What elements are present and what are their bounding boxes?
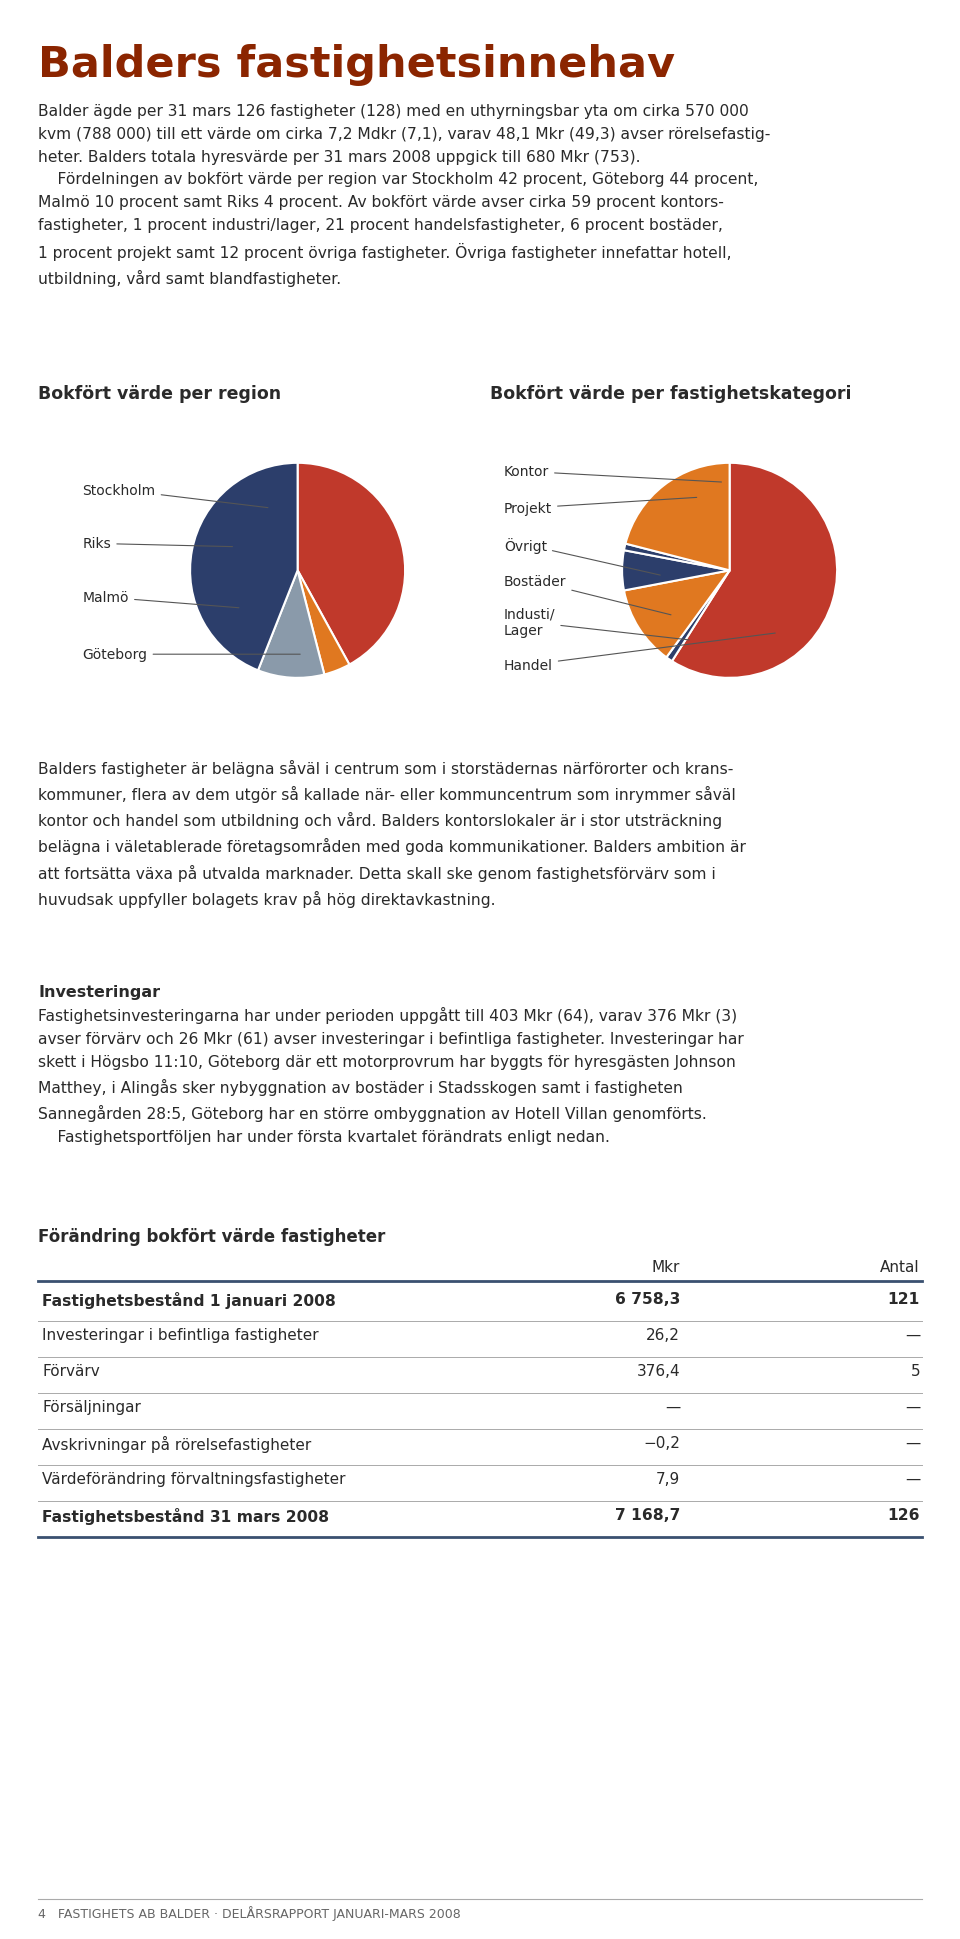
Text: —: — <box>904 1328 920 1342</box>
Text: Stockholm: Stockholm <box>83 483 268 508</box>
Wedge shape <box>190 463 298 671</box>
Text: Investeringar: Investeringar <box>38 985 160 999</box>
Wedge shape <box>672 463 837 679</box>
Text: Balder ägde per 31 mars 126 fastigheter (128) med en uthyrningsbar yta om cirka : Balder ägde per 31 mars 126 fastigheter … <box>38 105 770 287</box>
Text: Balders fastighetsinnehav: Balders fastighetsinnehav <box>38 45 675 85</box>
Text: Investeringar i befintliga fastigheter: Investeringar i befintliga fastigheter <box>42 1328 319 1342</box>
Text: Fastighetsbestånd 1 januari 2008: Fastighetsbestånd 1 januari 2008 <box>42 1291 336 1309</box>
Text: Försäljningar: Försäljningar <box>42 1400 141 1414</box>
Text: Projekt: Projekt <box>504 498 697 516</box>
Text: 6 758,3: 6 758,3 <box>614 1291 680 1307</box>
Text: Göteborg: Göteborg <box>83 648 300 661</box>
Text: Malmö: Malmö <box>83 591 239 609</box>
Text: Bokfört värde per fastighetskategori: Bokfört värde per fastighetskategori <box>490 384 852 403</box>
Text: Bokfört värde per region: Bokfört värde per region <box>38 384 281 403</box>
Wedge shape <box>622 551 730 591</box>
Text: 126: 126 <box>887 1507 920 1522</box>
Text: Balders fastigheter är belägna såväl i centrum som i storstädernas närförorter o: Balders fastigheter är belägna såväl i c… <box>38 760 746 907</box>
Text: Handel: Handel <box>504 634 776 673</box>
Text: 7 168,7: 7 168,7 <box>614 1507 680 1522</box>
Text: —: — <box>904 1435 920 1450</box>
Text: Industi/
Lager: Industi/ Lager <box>504 607 689 640</box>
Text: Förändring bokfört värde fastigheter: Förändring bokfört värde fastigheter <box>38 1227 385 1245</box>
Text: Fastighetsinvesteringarna har under perioden uppgått till 403 Mkr (64), varav 37: Fastighetsinvesteringarna har under peri… <box>38 1006 744 1144</box>
Text: 121: 121 <box>888 1291 920 1307</box>
Text: Kontor: Kontor <box>504 465 722 483</box>
Wedge shape <box>624 572 730 657</box>
Text: Avskrivningar på rörelsefastigheter: Avskrivningar på rörelsefastigheter <box>42 1435 311 1452</box>
Text: Värdeförändring förvaltningsfastigheter: Värdeförändring förvaltningsfastigheter <box>42 1472 346 1485</box>
Text: 5: 5 <box>910 1363 920 1379</box>
Wedge shape <box>298 572 349 675</box>
Wedge shape <box>624 545 730 572</box>
Wedge shape <box>626 463 730 572</box>
Wedge shape <box>298 463 405 665</box>
Text: 26,2: 26,2 <box>646 1328 680 1342</box>
Wedge shape <box>666 572 730 661</box>
Text: —: — <box>904 1400 920 1414</box>
Text: Mkr: Mkr <box>652 1258 680 1274</box>
Text: —: — <box>664 1400 680 1414</box>
Wedge shape <box>258 572 324 679</box>
Text: Förvärv: Förvärv <box>42 1363 100 1379</box>
Text: 376,4: 376,4 <box>636 1363 680 1379</box>
Text: Övrigt: Övrigt <box>504 537 660 576</box>
Text: Riks: Riks <box>83 537 232 551</box>
Text: 4   FASTIGHETS AB BALDER · DELÅRSRAPPORT JANUARI-MARS 2008: 4 FASTIGHETS AB BALDER · DELÅRSRAPPORT J… <box>38 1904 461 1920</box>
Text: —: — <box>904 1472 920 1485</box>
Text: −0,2: −0,2 <box>643 1435 680 1450</box>
Text: Bostäder: Bostäder <box>504 574 671 615</box>
Text: Fastighetsbestånd 31 mars 2008: Fastighetsbestånd 31 mars 2008 <box>42 1507 329 1524</box>
Text: 7,9: 7,9 <box>656 1472 680 1485</box>
Text: Antal: Antal <box>880 1258 920 1274</box>
